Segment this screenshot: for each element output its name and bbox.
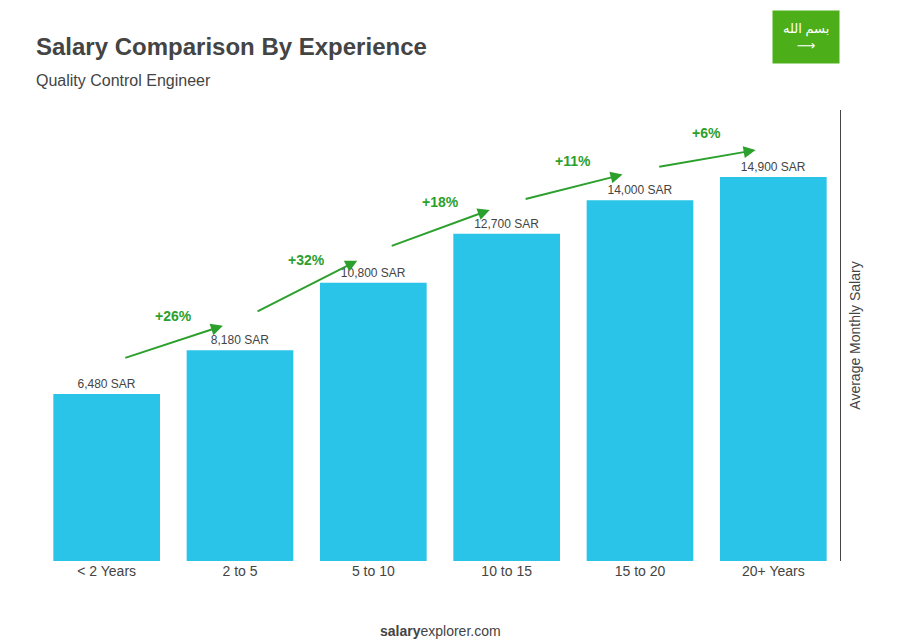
svg-text:+32%: +32% (288, 252, 325, 268)
svg-text:14,900 SAR: 14,900 SAR (741, 160, 806, 174)
svg-text:Average Monthly Salary: Average Monthly Salary (847, 261, 863, 409)
svg-text:2 to 5: 2 to 5 (222, 563, 257, 579)
svg-text:10,800 SAR: 10,800 SAR (341, 266, 406, 280)
svg-text:Salary Comparison By Experienc: Salary Comparison By Experience (36, 33, 427, 60)
svg-text:14,000 SAR: 14,000 SAR (607, 183, 672, 197)
svg-text:بسم الله⟶: بسم الله⟶ (783, 21, 829, 53)
svg-text:+11%: +11% (555, 153, 591, 169)
svg-text:15 to 20: 15 to 20 (615, 563, 666, 579)
svg-text:Quality Control Engineer: Quality Control Engineer (36, 72, 211, 89)
svg-text:< 2 Years: < 2 Years (77, 563, 136, 579)
svg-text:+6%: +6% (692, 125, 721, 141)
svg-text:12,700 SAR: 12,700 SAR (474, 217, 539, 231)
svg-text:20+ Years: 20+ Years (742, 563, 805, 579)
svg-text:10 to 15: 10 to 15 (481, 563, 532, 579)
svg-text:salaryexplorer.com: salaryexplorer.com (380, 623, 501, 639)
svg-text:5 to 10: 5 to 10 (352, 563, 395, 579)
svg-text:8,180 SAR: 8,180 SAR (211, 333, 269, 347)
svg-text:6,480 SAR: 6,480 SAR (77, 377, 135, 391)
svg-text:+18%: +18% (422, 194, 459, 210)
svg-text:+26%: +26% (155, 308, 192, 324)
